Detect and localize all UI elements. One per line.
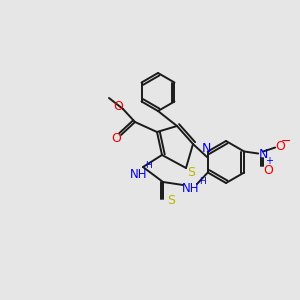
Text: NH: NH [130,167,148,181]
Text: O: O [113,100,123,113]
Text: −: − [281,135,291,148]
Text: O: O [111,131,121,145]
Text: N: N [202,142,212,155]
Text: N: N [259,148,268,161]
Text: O: O [275,140,285,153]
Text: NH: NH [182,182,200,196]
Text: O: O [263,164,273,177]
Text: S: S [187,167,195,179]
Text: H: H [199,178,206,187]
Text: S: S [167,194,175,206]
Text: +: + [265,155,273,166]
Text: H: H [145,161,152,170]
